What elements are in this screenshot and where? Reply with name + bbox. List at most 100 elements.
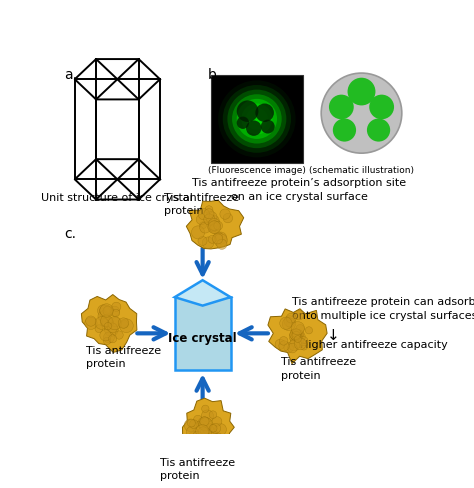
Polygon shape: [186, 201, 244, 249]
Circle shape: [209, 411, 217, 419]
Circle shape: [208, 219, 220, 231]
Circle shape: [212, 222, 219, 230]
Circle shape: [214, 222, 223, 231]
Circle shape: [206, 428, 218, 440]
Circle shape: [292, 331, 300, 340]
Circle shape: [203, 426, 214, 437]
Circle shape: [100, 305, 111, 316]
Circle shape: [290, 329, 301, 341]
Circle shape: [100, 319, 109, 327]
Circle shape: [198, 417, 211, 430]
Circle shape: [209, 223, 220, 234]
Circle shape: [321, 74, 402, 154]
Text: Tis antifreeze
protein: Tis antifreeze protein: [281, 357, 356, 380]
Circle shape: [103, 338, 111, 345]
Circle shape: [220, 209, 230, 220]
Circle shape: [217, 240, 227, 250]
Circle shape: [291, 322, 304, 335]
Circle shape: [279, 337, 288, 346]
Circle shape: [209, 431, 219, 442]
Circle shape: [100, 304, 113, 318]
Circle shape: [280, 317, 292, 330]
Circle shape: [347, 79, 375, 106]
Circle shape: [212, 417, 222, 426]
Circle shape: [208, 236, 216, 244]
Circle shape: [329, 96, 354, 120]
Circle shape: [187, 419, 195, 427]
Circle shape: [289, 331, 301, 343]
Text: b.: b.: [208, 68, 221, 82]
Circle shape: [291, 335, 304, 348]
Circle shape: [200, 222, 207, 229]
Text: a.: a.: [64, 68, 77, 82]
Circle shape: [86, 316, 96, 326]
Circle shape: [204, 209, 214, 219]
Circle shape: [191, 226, 205, 240]
Circle shape: [261, 121, 275, 134]
Circle shape: [284, 316, 295, 327]
Circle shape: [210, 424, 221, 433]
Circle shape: [218, 81, 296, 158]
Circle shape: [193, 431, 202, 440]
Circle shape: [102, 317, 113, 328]
Text: Ice crystal: Ice crystal: [168, 331, 237, 344]
Circle shape: [109, 335, 117, 343]
Circle shape: [109, 306, 119, 317]
Circle shape: [212, 234, 223, 244]
Circle shape: [294, 338, 306, 350]
Circle shape: [200, 417, 209, 426]
Circle shape: [118, 318, 128, 328]
Circle shape: [210, 225, 217, 232]
Circle shape: [95, 325, 103, 333]
Circle shape: [208, 216, 219, 227]
Circle shape: [255, 104, 274, 122]
Text: (schematic illustration): (schematic illustration): [309, 166, 414, 175]
Circle shape: [111, 318, 120, 327]
Circle shape: [186, 427, 198, 438]
Text: Tis antifreeze
protein: Tis antifreeze protein: [86, 345, 161, 368]
Circle shape: [204, 215, 215, 225]
Circle shape: [288, 344, 297, 353]
Circle shape: [103, 306, 112, 316]
Polygon shape: [82, 295, 137, 353]
Circle shape: [275, 340, 285, 349]
Circle shape: [290, 329, 301, 341]
Circle shape: [100, 330, 111, 341]
Circle shape: [205, 424, 216, 434]
Circle shape: [104, 323, 118, 337]
Circle shape: [279, 341, 289, 351]
Circle shape: [104, 323, 111, 330]
Circle shape: [205, 206, 213, 214]
Circle shape: [241, 104, 273, 135]
Circle shape: [193, 422, 206, 434]
Circle shape: [210, 223, 217, 230]
Circle shape: [200, 223, 211, 234]
Circle shape: [237, 100, 277, 140]
Circle shape: [202, 238, 214, 249]
Circle shape: [112, 309, 120, 317]
Circle shape: [246, 121, 262, 137]
Circle shape: [108, 317, 121, 330]
Polygon shape: [175, 281, 230, 306]
Circle shape: [100, 315, 112, 327]
Circle shape: [203, 423, 213, 434]
Circle shape: [232, 95, 282, 144]
Circle shape: [305, 327, 312, 334]
Circle shape: [214, 234, 228, 247]
Circle shape: [294, 336, 301, 343]
Circle shape: [214, 232, 227, 245]
Circle shape: [112, 303, 121, 312]
Circle shape: [103, 332, 114, 343]
Text: Tis antifreeze protein can adsorb
onto multiple ice crystal surfaces: Tis antifreeze protein can adsorb onto m…: [292, 297, 474, 321]
Circle shape: [293, 331, 305, 343]
Circle shape: [206, 212, 217, 224]
Circle shape: [333, 119, 356, 142]
Circle shape: [101, 320, 109, 327]
Circle shape: [199, 418, 212, 431]
Text: Higher antifreeze capacity: Higher antifreeze capacity: [300, 339, 447, 349]
Circle shape: [286, 321, 293, 327]
Circle shape: [85, 318, 97, 330]
Circle shape: [95, 317, 108, 330]
Circle shape: [294, 311, 304, 320]
Circle shape: [237, 117, 249, 130]
